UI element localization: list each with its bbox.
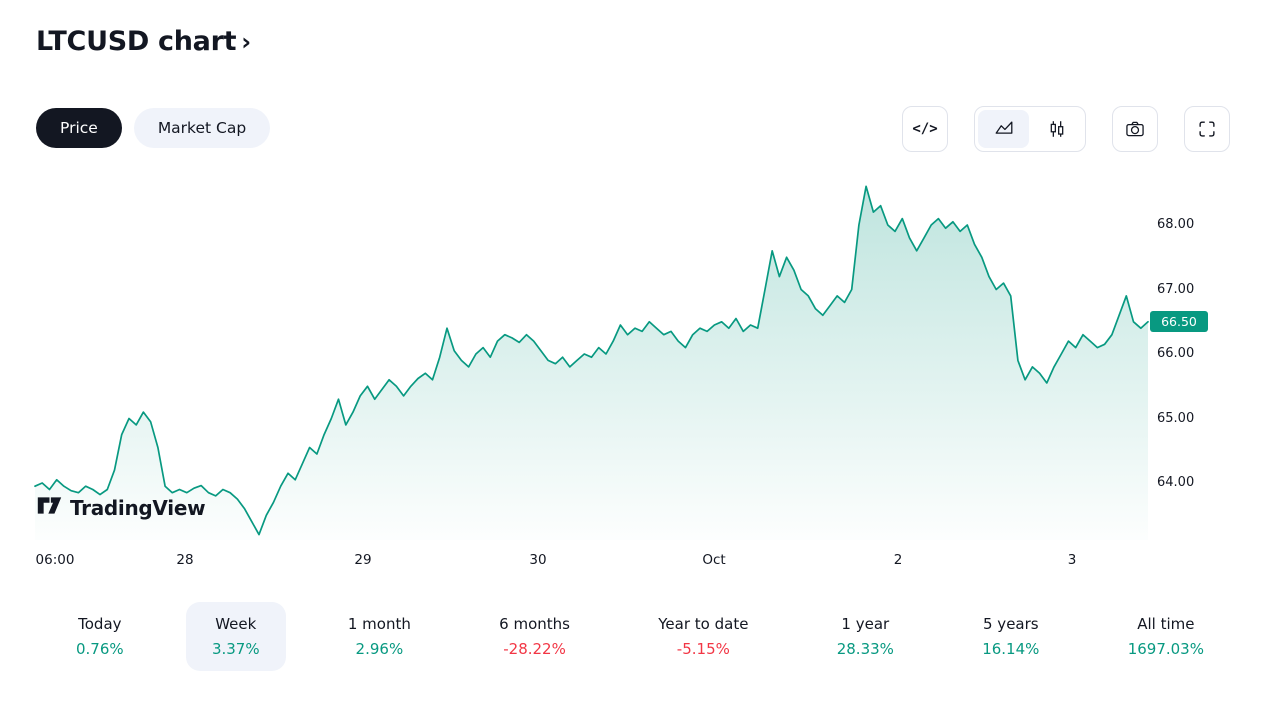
x-axis-label: 2: [893, 552, 903, 568]
camera-button[interactable]: [1112, 106, 1158, 152]
range-label: Week: [215, 615, 257, 633]
price-chart-area: 68.00 67.00 66.00 65.00 64.00 06:00 28 29 30 Oct…: [0, 160, 1280, 600]
fullscreen-icon: [1196, 118, 1218, 140]
chart-type-switcher: [974, 106, 1086, 152]
fullscreen-button[interactable]: [1184, 106, 1230, 152]
range-item-6-months[interactable]: 6 months -28.22%: [473, 602, 596, 671]
area-chart-icon: [993, 118, 1015, 140]
range-change-value: 1697.03%: [1127, 640, 1204, 658]
range-change-value: -28.22%: [503, 640, 566, 658]
camera-icon: [1124, 118, 1146, 140]
y-axis-label: 66.00: [1157, 346, 1195, 361]
range-label: 1 month: [347, 615, 411, 633]
range-change-value: 3.37%: [211, 640, 260, 658]
metric-tabs: Price Market Cap: [36, 108, 271, 148]
y-axis-label: 67.00: [1157, 281, 1195, 297]
tab-price[interactable]: Price: [36, 108, 122, 148]
range-label: 5 years: [983, 615, 1039, 633]
range-item-today[interactable]: Today 0.76%: [50, 602, 150, 671]
x-axis-label: 28: [176, 552, 194, 568]
range-change-value: 28.33%: [836, 640, 894, 658]
range-label: All time: [1137, 615, 1195, 633]
range-item-year-to-date[interactable]: Year to date -5.15%: [632, 602, 774, 671]
x-axis-label: 29: [354, 552, 372, 568]
range-item-week[interactable]: Week 3.37%: [185, 602, 286, 671]
candlestick-button[interactable]: [1031, 110, 1082, 148]
price-chart-svg[interactable]: [0, 160, 1280, 560]
y-axis-label: 65.00: [1157, 410, 1195, 426]
candlestick-icon: [1046, 118, 1068, 140]
chart-toolbar: </>: [902, 106, 1230, 152]
range-change-value: 16.14%: [982, 640, 1040, 658]
area-chart-button[interactable]: [978, 110, 1029, 148]
y-axis-label: 64.00: [1157, 475, 1195, 490]
x-axis-label: Oct: [702, 552, 726, 568]
tab-market-cap[interactable]: Market Cap: [133, 108, 271, 148]
price-line: [34, 185, 1149, 536]
tradingview-logo-icon: [36, 495, 63, 520]
range-label: Today: [78, 615, 122, 633]
range-change-value: 0.76%: [76, 640, 124, 658]
tradingview-logo[interactable]: TradingView: [36, 495, 206, 520]
chevron-right-icon[interactable]: ›: [241, 27, 252, 56]
tradingview-logo-text: TradingView: [70, 495, 206, 520]
page-title: LTCUSD chart: [36, 26, 237, 57]
range-label: Year to date: [658, 615, 749, 633]
code-icon: </>: [912, 121, 938, 137]
range-item-5-years[interactable]: 5 years 16.14%: [956, 602, 1065, 671]
range-change-value: 2.96%: [355, 640, 404, 658]
x-axis-label: 3: [1067, 552, 1077, 568]
range-selector: Today 0.76% Week 3.37% 1 month 2.96% 6 months -…: [50, 602, 1230, 671]
range-label: 6 months: [499, 615, 570, 633]
range-label: 1 year: [841, 615, 890, 633]
range-change-value: -5.15%: [676, 640, 730, 658]
header: LTCUSD chart ›: [36, 26, 251, 57]
range-item-1-year[interactable]: 1 year 28.33%: [811, 602, 920, 671]
x-axis-label: 06:00: [35, 552, 75, 568]
range-item-1-month[interactable]: 1 month 2.96%: [322, 602, 437, 671]
y-axis-label: 68.00: [1157, 217, 1195, 232]
range-item-all-time[interactable]: All time 1697.03%: [1102, 602, 1230, 671]
x-axis-label: 30: [529, 552, 547, 568]
embed-code-button[interactable]: </>: [902, 106, 948, 152]
current-price-badge: 66.50: [1150, 311, 1208, 333]
